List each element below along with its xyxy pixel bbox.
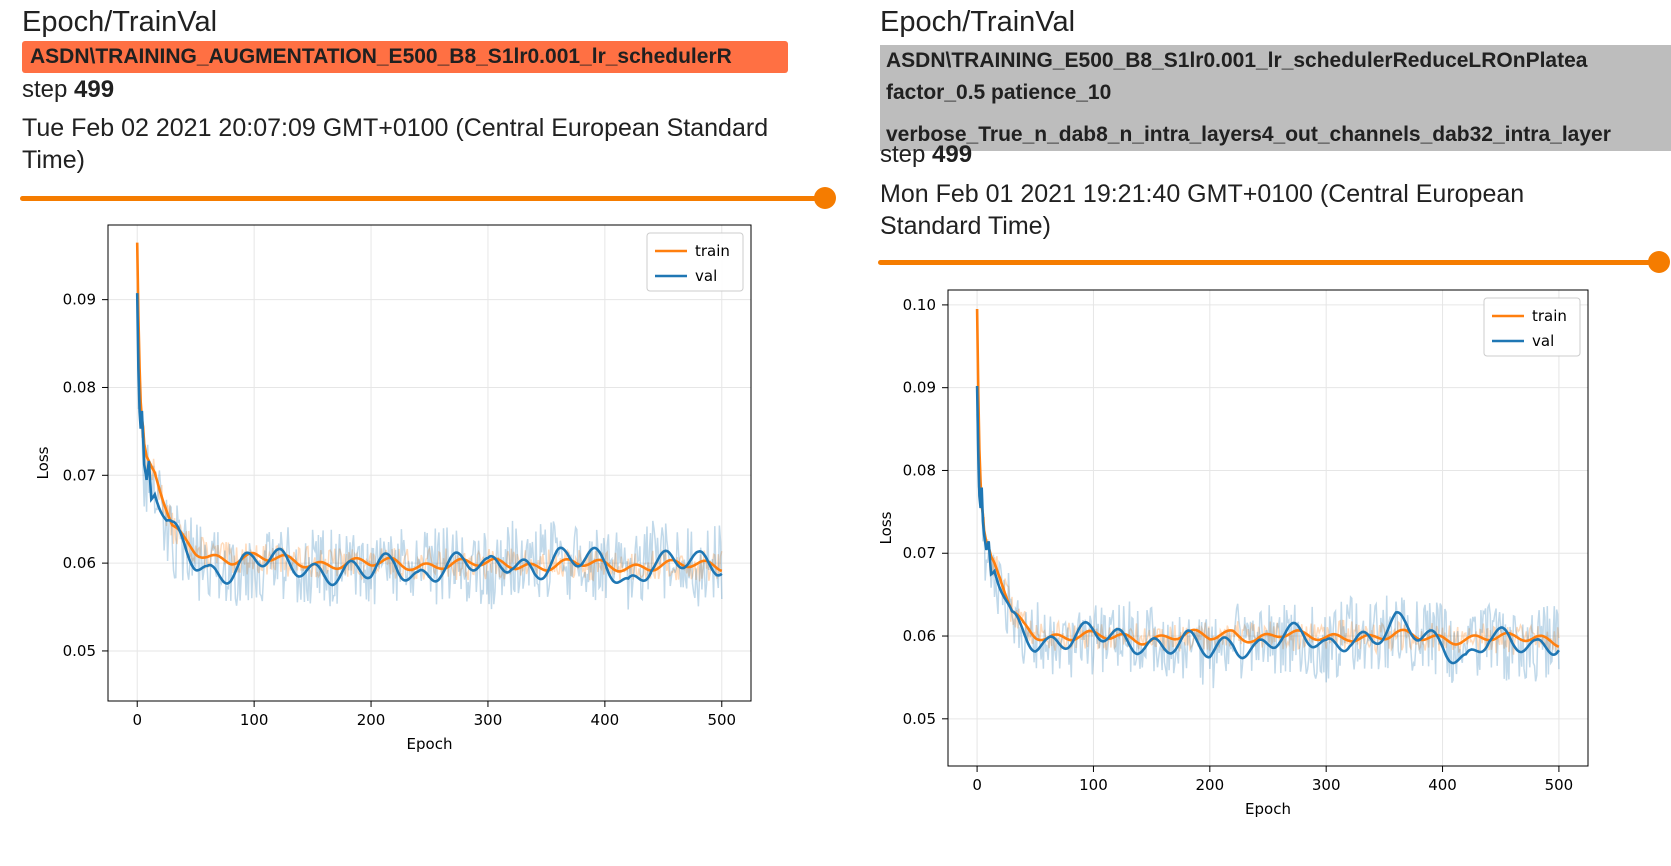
run-name-line: ASDN\TRAINING_E500_B8_S1lr0.001_lr_sched… [886,49,1588,72]
y-tick-label: 0.05 [903,710,936,728]
y-tick-label: 0.08 [63,378,96,396]
run-datetime: Mon Feb 01 2021 19:21:40 GMT+0100 (Centr… [880,180,1525,240]
series-val-raw [976,413,1560,689]
y-tick-label: 0.09 [903,379,936,397]
series-val-line [975,385,1560,665]
legend-label-val: val [695,267,717,285]
x-tick-label: 300 [474,711,503,729]
series-val-line [135,293,723,587]
y-tick-label: 0.09 [63,291,96,309]
card-title: Epoch/TrainVal [22,6,218,38]
legend: train val [646,232,744,292]
step-slider-thumb[interactable] [1648,251,1670,273]
x-tick-label: 400 [1428,776,1457,794]
x-axis-label: Epoch [1245,800,1291,818]
x-tick-label: 500 [707,711,736,729]
step-slider-thumb[interactable] [814,187,836,209]
y-axis-label: Loss [34,446,52,479]
y-axis-label: Loss [877,511,895,544]
run-label[interactable]: ASDN\TRAINING_E500_B8_S1lr0.001_lr_sched… [880,45,1671,151]
step-readout: step 499 [22,75,114,105]
x-tick-label: 400 [591,711,620,729]
run-name-line: verbose_True_n_dab8_n_intra_layers4_out_… [886,123,1611,146]
run-datetime: Tue Feb 02 2021 20:07:09 GMT+0100 (Centr… [22,114,769,174]
x-tick-label: 0 [972,776,982,794]
step-label: step [22,76,68,103]
legend-label-train: train [1532,307,1567,325]
scalar-card-right: Epoch/TrainVal ASDN\TRAINING_E500_B8_S1l… [858,0,1671,866]
loss-chart: 0 100 200 300 400 500 0.05 0.06 0.07 0.08 0.09 Epoc… [34,224,752,753]
step-slider-track[interactable] [20,196,820,201]
x-tick-label: 300 [1312,776,1341,794]
run-name-line: factor_0.5 patience_10 [886,81,1112,104]
series-train-line [975,308,1560,648]
x-tick-label: 200 [1195,776,1224,794]
step-value: 499 [74,76,115,103]
scalar-card-left: Epoch/TrainVal ASDN\TRAINING_AUGMENTATIO… [20,6,836,753]
step-readout: step 499 [880,140,972,170]
card-title: Epoch/TrainVal [880,6,1076,38]
x-tick-label: 0 [132,711,142,729]
y-tick-label: 0.08 [903,461,936,479]
series-train-raw [976,318,1560,656]
series-train-line [135,242,723,573]
y-tick-label: 0.06 [63,554,96,572]
series-train-raw [136,250,723,582]
run-label-selected[interactable]: ASDN\TRAINING_AUGMENTATION_E500_B8_S1lr0… [22,41,788,73]
x-tick-label: 500 [1545,776,1574,794]
x-tick-label: 200 [357,711,386,729]
x-tick-label: 100 [240,711,269,729]
y-tick-label: 0.05 [63,642,96,660]
y-tick-label: 0.06 [903,627,936,645]
y-tick-label: 0.07 [903,544,936,562]
legend: train val [1483,297,1581,357]
step-label: step [880,141,926,168]
plot-frame [107,224,752,702]
y-tick-label: 0.10 [903,296,936,314]
x-axis-label: Epoch [407,735,453,753]
legend-label-train: train [695,242,730,260]
run-name-line: ASDN\TRAINING_AUGMENTATION_E500_B8_S1lr0… [30,45,732,68]
loss-chart: 0 100 200 300 400 500 0.05 0.06 0.07 0.08 0.09 0.10… [877,289,1589,818]
step-slider-track[interactable] [878,260,1658,265]
y-tick-label: 0.07 [63,466,96,484]
plot-frame [947,289,1589,767]
step-value: 499 [932,141,973,168]
legend-label-val: val [1532,332,1554,350]
x-tick-label: 100 [1079,776,1108,794]
